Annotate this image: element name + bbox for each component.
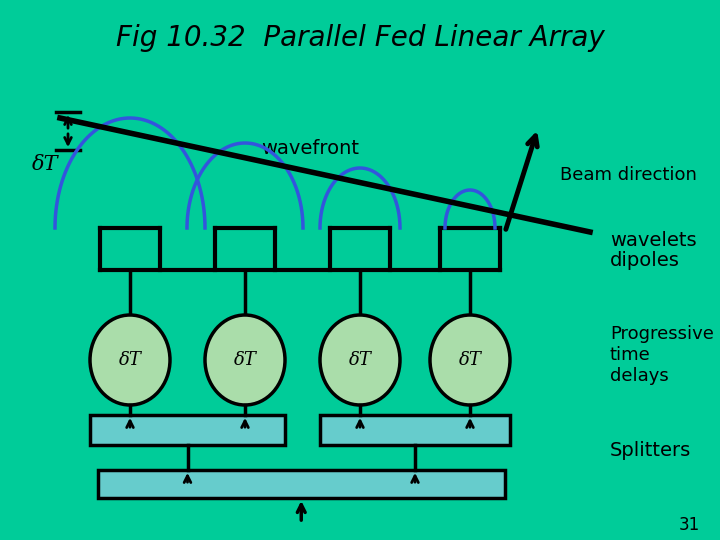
- Bar: [90, 415, 285, 445]
- Text: 31: 31: [679, 516, 700, 534]
- Text: δT: δT: [32, 156, 58, 174]
- Text: δT: δT: [233, 351, 256, 369]
- Ellipse shape: [430, 315, 510, 405]
- Text: δT: δT: [119, 351, 141, 369]
- Bar: [320, 415, 510, 445]
- Text: Progressive
time
delays: Progressive time delays: [610, 325, 714, 385]
- Text: wavelets: wavelets: [610, 231, 697, 249]
- Text: δT: δT: [348, 351, 372, 369]
- Text: dipoles: dipoles: [610, 251, 680, 269]
- Text: wavefront: wavefront: [261, 138, 359, 158]
- Text: Beam direction: Beam direction: [560, 166, 697, 184]
- Text: Fig 10.32  Parallel Fed Linear Array: Fig 10.32 Parallel Fed Linear Array: [116, 24, 604, 52]
- Ellipse shape: [320, 315, 400, 405]
- Text: Splitters: Splitters: [610, 441, 691, 460]
- Ellipse shape: [205, 315, 285, 405]
- Ellipse shape: [90, 315, 170, 405]
- Text: δT: δT: [459, 351, 482, 369]
- Bar: [97, 470, 505, 498]
